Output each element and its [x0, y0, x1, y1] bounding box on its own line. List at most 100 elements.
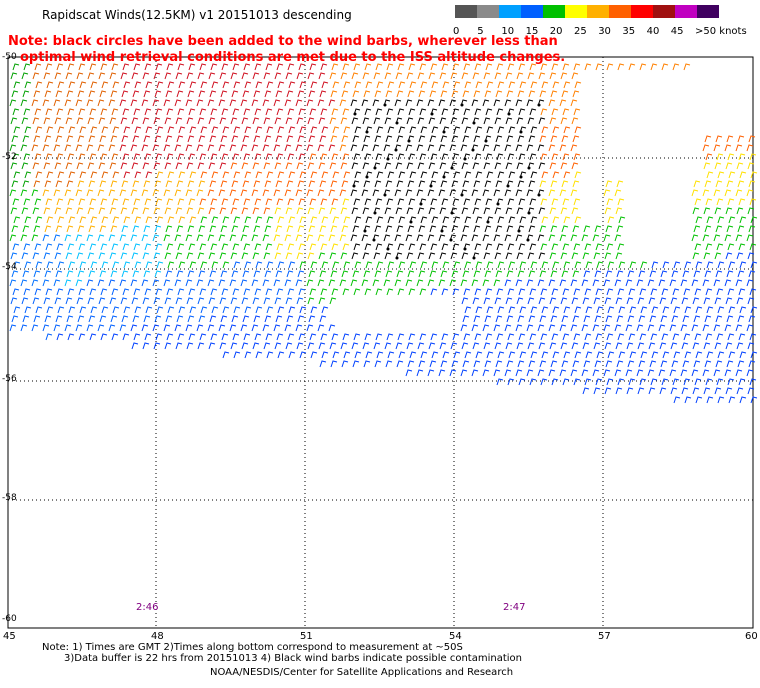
wind-barb: [617, 243, 625, 251]
wind-barb: [339, 279, 347, 287]
wind-barb: [265, 288, 273, 296]
wind-barb: [715, 270, 723, 278]
wind-barb: [680, 369, 688, 377]
wind-barb: [174, 189, 182, 197]
wind-barb: [419, 333, 427, 341]
wind-barb: [551, 378, 559, 386]
wind-barb: [141, 234, 149, 242]
wind-barb: [232, 333, 240, 341]
wind-barb: [375, 333, 383, 341]
wind-barb: [196, 324, 204, 332]
wind-barb: [55, 270, 63, 278]
wind-barb: [32, 252, 40, 260]
wind-barb: [537, 234, 545, 242]
wind-barb: [89, 153, 97, 161]
color-scale-swatch: [521, 5, 543, 18]
wind-barb: [255, 306, 263, 314]
wind-barb: [119, 144, 127, 152]
wind-barb: [24, 306, 32, 314]
wind-barb: [570, 279, 578, 287]
wind-barb: [75, 189, 83, 197]
wind-barb: [232, 243, 240, 251]
color-scale-swatch: [477, 5, 499, 18]
wind-barb: [68, 126, 76, 134]
contamination-marker: [537, 193, 541, 197]
wind-barb: [309, 333, 317, 341]
contamination-marker: [365, 175, 369, 179]
wind-barb: [308, 135, 316, 143]
wind-barb: [453, 261, 461, 269]
wind-barb: [693, 225, 701, 233]
wind-barb: [398, 216, 406, 224]
wind-barb: [44, 180, 52, 188]
wind-barb: [175, 72, 183, 80]
wind-barb: [716, 198, 724, 206]
wind-barb: [595, 333, 603, 341]
wind-barb: [285, 117, 293, 125]
wind-barb: [539, 360, 547, 368]
wind-barb: [35, 171, 43, 179]
wind-barb: [352, 270, 360, 278]
wind-barb: [285, 72, 293, 80]
wind-barb: [714, 297, 722, 305]
wind-barb: [362, 252, 370, 260]
contamination-marker: [383, 193, 387, 197]
wind-barb: [131, 117, 139, 125]
wind-barb: [486, 171, 494, 179]
wind-barb: [308, 225, 316, 233]
wind-barb: [640, 306, 648, 314]
wind-barb: [484, 270, 492, 278]
wind-barb: [473, 180, 481, 188]
wind-barb: [361, 234, 369, 242]
wind-barb: [596, 351, 604, 359]
wind-barb: [493, 279, 501, 287]
wind-barb: [231, 315, 239, 323]
wind-barb: [317, 189, 325, 197]
wind-barb: [365, 351, 373, 359]
wind-barb: [275, 270, 283, 278]
wind-barb: [122, 333, 130, 341]
wind-barb: [541, 216, 549, 224]
wind-barb: [420, 351, 428, 359]
color-scale-swatch: [653, 5, 675, 18]
wind-barb: [384, 117, 392, 125]
wind-barb: [714, 252, 722, 260]
wind-barb: [704, 225, 712, 233]
contamination-marker: [352, 184, 356, 188]
wind-barb: [495, 180, 503, 188]
wind-barb: [167, 306, 175, 314]
wind-barb: [419, 243, 427, 251]
wind-barb: [200, 306, 208, 314]
wind-barb: [274, 207, 282, 215]
wind-barb: [155, 333, 163, 341]
wind-barb: [178, 216, 186, 224]
wind-barb: [749, 378, 757, 386]
contamination-marker: [463, 157, 467, 161]
contamination-marker: [450, 211, 454, 215]
wind-barb: [262, 324, 270, 332]
wind-barb: [530, 171, 538, 179]
wind-barb: [295, 189, 303, 197]
wind-barb: [165, 135, 173, 143]
wind-barb: [540, 198, 548, 206]
wind-barb: [75, 144, 83, 152]
wind-barb: [482, 234, 490, 242]
wind-barb: [220, 225, 228, 233]
wind-barb: [408, 198, 416, 206]
contamination-marker: [506, 184, 510, 188]
wind-barb: [90, 261, 98, 269]
wind-barb: [130, 279, 138, 287]
wind-barb: [288, 81, 296, 89]
wind-barb: [519, 306, 527, 314]
wind-barb: [594, 360, 602, 368]
wind-barb: [651, 306, 659, 314]
wind-barb: [209, 135, 217, 143]
wind-barb: [55, 135, 63, 143]
wind-barb: [22, 135, 30, 143]
lon-label: 51: [300, 631, 313, 642]
wind-barb: [265, 63, 273, 71]
wind-barb: [604, 387, 612, 395]
wind-barb: [131, 342, 139, 350]
wind-barb: [572, 180, 580, 188]
wind-barb: [375, 153, 383, 161]
